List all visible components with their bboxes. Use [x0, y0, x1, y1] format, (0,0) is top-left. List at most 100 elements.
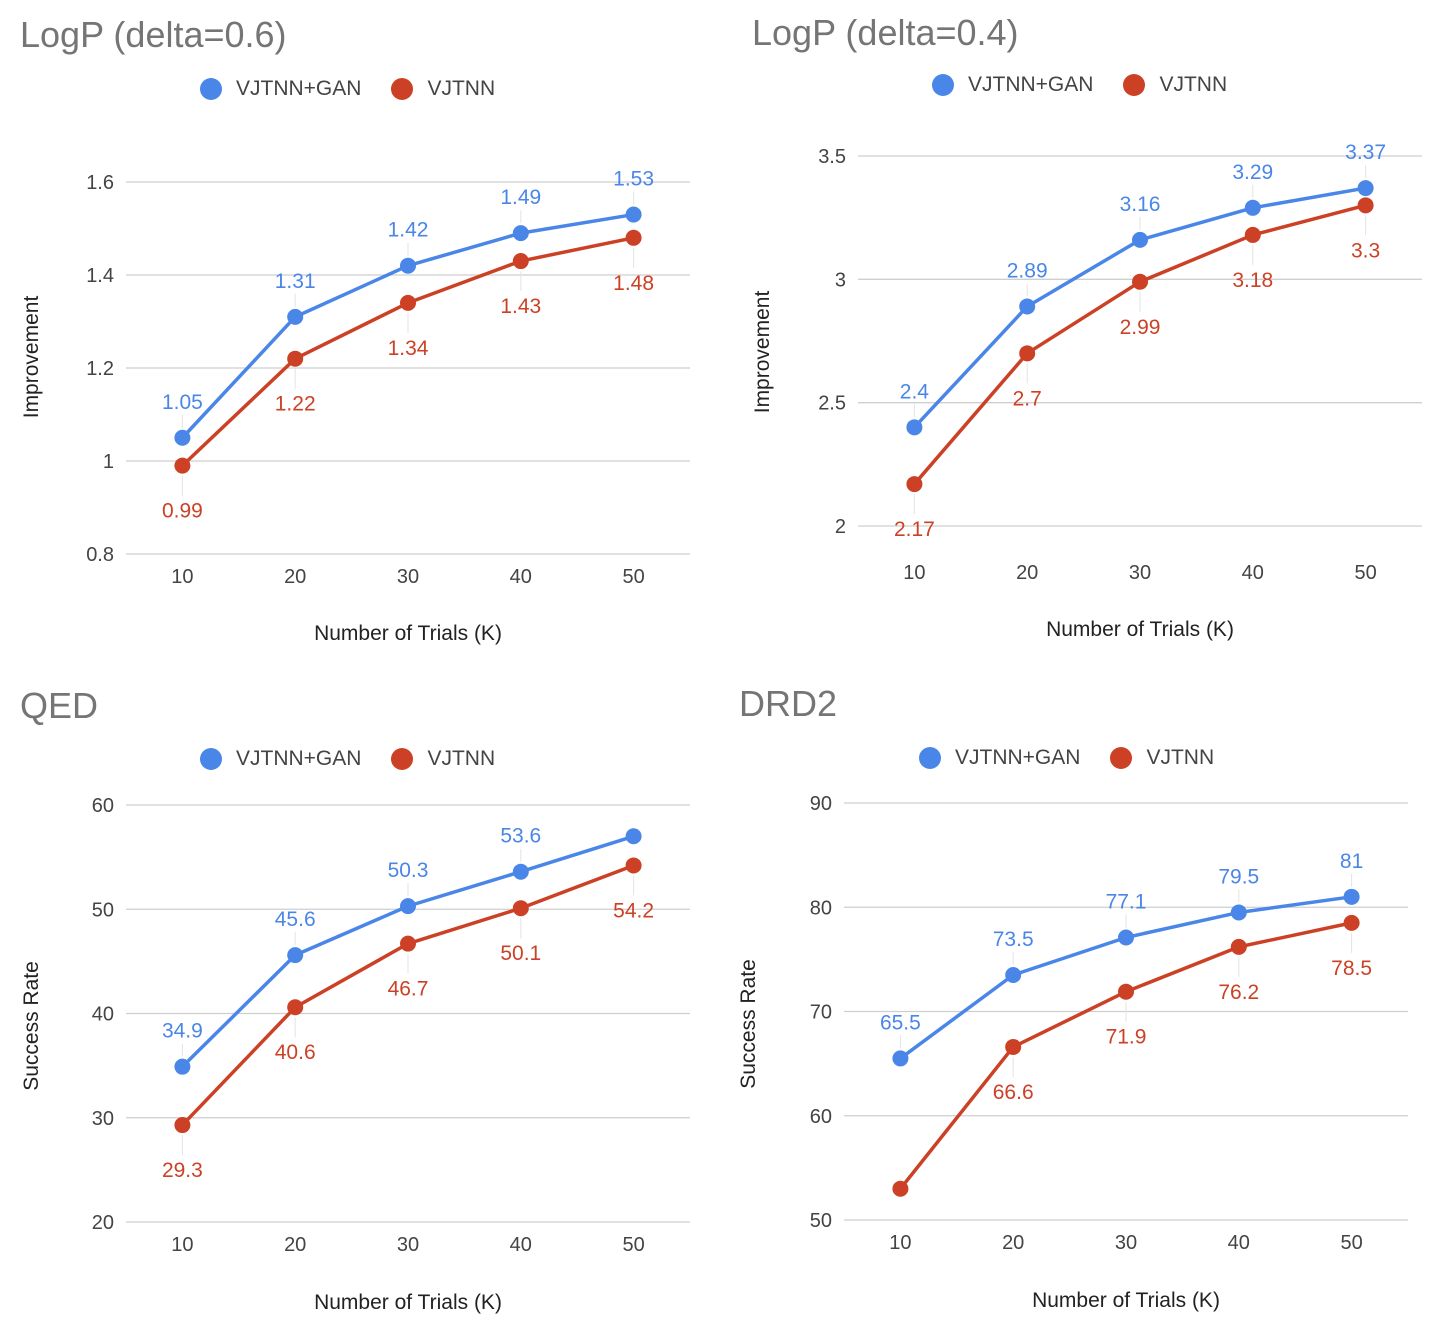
y-tick-label: 70	[810, 1002, 832, 1024]
x-tick-label: 50	[1340, 1232, 1362, 1254]
legend-item-series-a: VJTNN+GAN	[932, 73, 1093, 97]
y-tick-label: 30	[92, 1108, 114, 1130]
data-point	[1019, 298, 1036, 315]
legend-label: VJTNN+GAN	[968, 73, 1094, 96]
y-tick-label: 1.6	[86, 172, 114, 194]
data-point	[287, 999, 304, 1016]
data-label: 1.22	[275, 393, 316, 416]
y-tick-label: 50	[92, 899, 114, 921]
x-axis-title: Number of Trials (K)	[1032, 1289, 1220, 1312]
data-label: 29.3	[162, 1159, 203, 1182]
data-point	[906, 419, 923, 436]
x-tick-label: 20	[1002, 1232, 1024, 1254]
data-point	[1357, 197, 1374, 214]
legend-dot-blue-icon	[200, 748, 222, 770]
data-label: 54.2	[613, 899, 654, 922]
data-point	[1343, 914, 1360, 931]
y-tick-label: 90	[810, 793, 832, 815]
data-label: 46.7	[388, 978, 429, 1001]
tick-labels: 20 30 40 50 60 10 20 30 40 50	[92, 795, 645, 1256]
data-point	[1230, 904, 1247, 921]
y-tick-label: 60	[810, 1106, 832, 1128]
legend: VJTNN+GAN VJTNN	[200, 747, 525, 771]
x-axis-title: Number of Trials (K)	[314, 1291, 502, 1314]
data-label: 50.3	[388, 859, 429, 882]
data-point	[892, 1180, 909, 1197]
legend-label: VJTNN	[427, 77, 496, 100]
legend-label: VJTNN	[427, 747, 496, 770]
data-point	[400, 935, 416, 952]
data-point	[1132, 231, 1148, 248]
y-axis-title: Success Rate	[737, 959, 760, 1089]
y-tick-label: 2	[835, 516, 846, 538]
plot-area: Number of Trials (K) Improvement 2.4 2.89…	[751, 141, 1422, 641]
y-tick-label: 60	[92, 795, 114, 817]
x-tick-label: 30	[397, 566, 419, 588]
legend: VJTNN+GAN VJTNN	[932, 73, 1257, 97]
data-points	[174, 828, 642, 1134]
legend-label: VJTNN	[1146, 746, 1215, 769]
data-point	[174, 1117, 191, 1134]
y-tick-label: 1.4	[86, 265, 114, 287]
y-tick-label: 80	[810, 897, 832, 919]
data-label: 1.42	[388, 219, 429, 242]
chart-title: DRD2	[739, 683, 838, 724]
x-tick-label: 50	[622, 566, 644, 588]
legend-dot-red-icon	[1110, 747, 1133, 769]
data-label: 3.29	[1232, 161, 1273, 184]
data-label: 1.49	[500, 186, 541, 209]
data-label: 78.5	[1331, 957, 1372, 980]
legend-label: VJTNN+GAN	[236, 747, 362, 770]
y-axis-title: Improvement	[751, 291, 774, 414]
label-leaders	[913, 165, 1367, 515]
plot-area: Number of Trials (K) Improvement 1.05 1.3…	[20, 168, 690, 645]
data-label: 34.9	[162, 1020, 203, 1043]
y-tick-label: 1.2	[86, 358, 114, 380]
data-label: 81	[1340, 850, 1363, 873]
data-label: 73.5	[993, 928, 1034, 951]
chart-logp-delta-06: LogP (delta=0.6) VJTNN+GAN VJTNN Number …	[0, 0, 717, 661]
data-label: 2.7	[1013, 387, 1042, 410]
chart-title: QED	[20, 685, 99, 726]
x-axis-title: Number of Trials (K)	[314, 622, 502, 645]
x-tick-label: 10	[171, 1234, 193, 1256]
data-label: 1.05	[162, 391, 203, 414]
data-point	[174, 457, 191, 474]
data-point	[1005, 967, 1022, 984]
y-tick-label: 1	[103, 451, 114, 473]
x-tick-label: 20	[284, 566, 306, 588]
data-label: 77.1	[1106, 890, 1147, 913]
x-tick-label: 10	[889, 1232, 911, 1254]
data-label: 3.16	[1120, 193, 1161, 216]
data-label: 3.3	[1351, 239, 1380, 262]
x-axis-title: Number of Trials (K)	[1046, 618, 1234, 641]
data-label: 76.2	[1218, 981, 1259, 1004]
data-label: 1.43	[500, 295, 541, 318]
data-labels: 1.05 1.31 1.42 1.49 1.53 0.99 1.22 1.34 1.43 1.48	[162, 168, 654, 523]
label-leaders	[181, 848, 635, 1156]
data-point	[625, 206, 642, 223]
legend-label: VJTNN+GAN	[955, 746, 1081, 769]
y-tick-label: 3.5	[818, 146, 846, 168]
chart-title: LogP (delta=0.4)	[752, 12, 1019, 53]
data-label: 50.1	[500, 942, 541, 965]
chart-logp-delta-04: LogP (delta=0.4) VJTNN+GAN VJTNN Number …	[717, 0, 1434, 661]
data-point	[625, 229, 642, 246]
y-axis-title: Success Rate	[20, 961, 43, 1091]
data-label: 2.17	[894, 518, 935, 541]
legend-dot-red-icon	[391, 78, 414, 100]
x-tick-label: 50	[1354, 562, 1376, 584]
data-label: 3.37	[1345, 141, 1386, 164]
x-tick-label: 40	[1228, 1232, 1250, 1254]
x-tick-label: 30	[1129, 562, 1151, 584]
data-point	[1343, 888, 1360, 905]
chart-drd2: DRD2 VJTNN+GAN VJTNN Number of Trials (K…	[717, 661, 1434, 1322]
data-point	[400, 294, 416, 311]
data-point	[512, 225, 529, 242]
legend-item-series-b: VJTNN	[1123, 73, 1227, 97]
data-point	[512, 253, 529, 270]
data-label: 3.18	[1232, 269, 1273, 292]
data-label: 2.4	[900, 380, 930, 403]
data-point	[1005, 1038, 1022, 1055]
x-tick-label: 10	[171, 566, 193, 588]
